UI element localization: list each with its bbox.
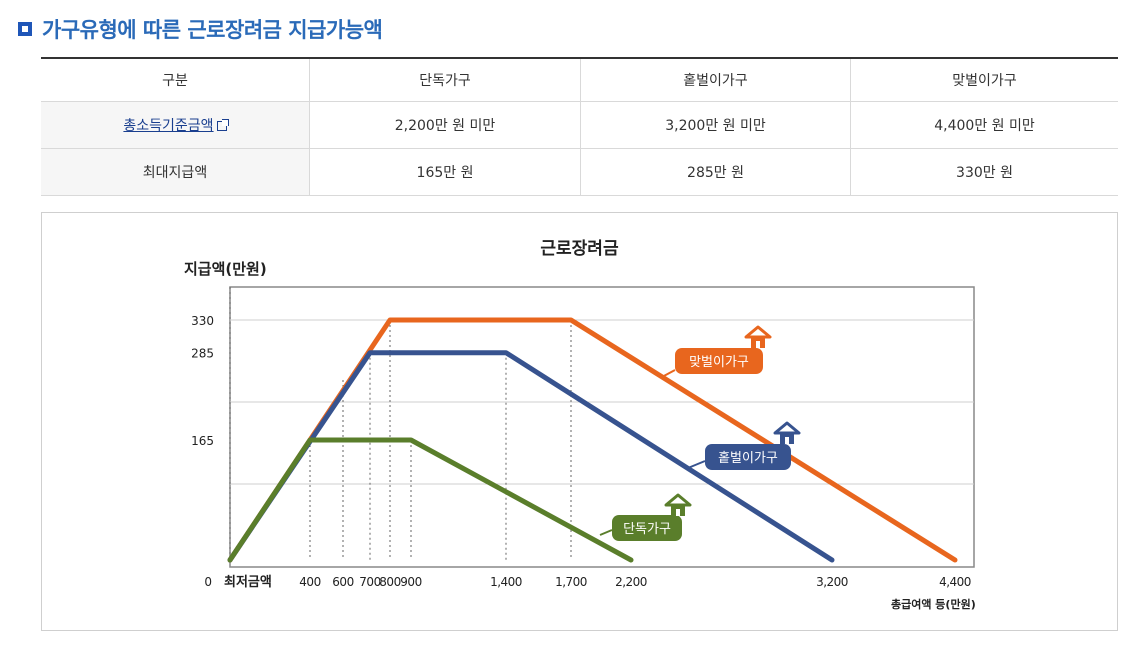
legend-label: 맞벌이가구	[689, 355, 749, 370]
house-door-icon	[756, 341, 760, 348]
min-amount-label: 최저금액	[224, 575, 272, 590]
x-tick-label: 600	[332, 575, 353, 589]
table-row: 최대지급액 165만 원 285만 원 330만 원	[41, 148, 1118, 196]
header-dual-earner: 맞벌이가구	[850, 58, 1118, 102]
x-tick-label: 1,400	[490, 575, 522, 589]
legend-badge-단독가구	[612, 515, 682, 541]
x-tick-label: 400	[299, 575, 320, 589]
chart-title: 근로장려금	[540, 239, 619, 259]
header-single-earner: 홑벌이가구	[580, 58, 851, 102]
y-tick-label: 330	[191, 314, 214, 328]
table-cell: 165만 원	[309, 148, 581, 196]
x-tick-label: 2,200	[615, 575, 647, 589]
x-tick-label: 700	[359, 575, 380, 589]
legend-label: 단독가구	[623, 522, 671, 537]
callout-pointer	[687, 460, 706, 469]
series-line-단독가구	[227, 437, 634, 563]
y-tick-label: 285	[191, 347, 214, 361]
table-cell: 4,400만 원 미만	[850, 101, 1118, 149]
x-axis-label: 총급여액 등(만원)	[891, 598, 976, 611]
y-tick-label: 165	[191, 434, 214, 448]
callout-pointer	[661, 369, 676, 378]
legend-badge-홑벌이가구	[705, 444, 791, 470]
table-cell: 3,200만 원 미만	[580, 101, 851, 149]
info-table: 구분 단독가구 홑벌이가구 맞벌이가구 총소득기준금액 2,200만 원 미만 …	[41, 57, 1118, 196]
header-category: 구분	[41, 58, 310, 102]
row-label-cell: 최대지급액	[41, 148, 310, 196]
x-tick-label: 3,200	[816, 575, 848, 589]
section-title: 가구유형에 따른 근로장려금 지급가능액	[42, 18, 383, 42]
table-cell: 285만 원	[580, 148, 851, 196]
x-tick-label: 4,400	[939, 575, 971, 589]
x-tick-label: 900	[400, 575, 421, 589]
callout-pointer	[599, 529, 613, 536]
house-door-icon	[676, 509, 680, 516]
section-heading: 가구유형에 따른 근로장려금 지급가능액	[18, 14, 383, 44]
x-tick-label: 800	[379, 575, 400, 589]
row-label-cell: 총소득기준금액	[41, 101, 310, 149]
external-link-icon[interactable]	[216, 119, 229, 131]
square-bullet-icon	[18, 22, 32, 36]
x-tick-label: 1,700	[555, 575, 587, 589]
house-door-icon	[785, 437, 789, 444]
house-icon	[773, 421, 801, 435]
house-icon	[744, 325, 772, 339]
plot-frame	[229, 286, 975, 568]
income-threshold-link[interactable]: 총소득기준금액	[123, 118, 214, 134]
table-row: 총소득기준금액 2,200만 원 미만 3,200만 원 미만 4,400만 원…	[41, 101, 1118, 149]
table-header-row: 구분 단독가구 홑벌이가구 맞벌이가구	[41, 58, 1118, 102]
chart-container: 근로장려금 지급액(만원) 총급여액 등(만원) 165 285 330 0 400 60…	[41, 212, 1118, 631]
x-tick-label: 0	[204, 575, 211, 589]
table-cell: 330만 원	[850, 148, 1118, 196]
house-icon	[664, 493, 692, 507]
header-single: 단독가구	[309, 58, 581, 102]
legend-badge-맞벌이가구	[675, 348, 763, 374]
legend-label: 홑벌이가구	[718, 451, 778, 466]
y-axis-label: 지급액(만원)	[184, 260, 267, 278]
table-cell: 2,200만 원 미만	[309, 101, 581, 149]
